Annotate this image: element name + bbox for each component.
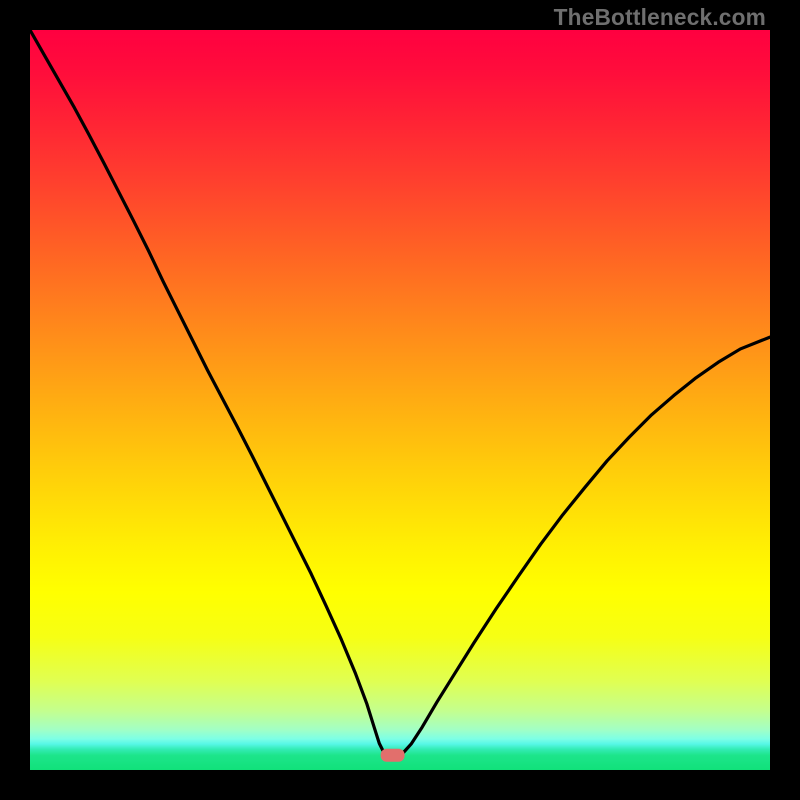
- gradient-background: [30, 30, 770, 770]
- minimum-marker: [381, 749, 405, 762]
- plot-area: [30, 30, 770, 770]
- chart-frame: TheBottleneck.com: [0, 0, 800, 800]
- gradient-rect: [30, 30, 770, 770]
- watermark-text: TheBottleneck.com: [554, 4, 766, 31]
